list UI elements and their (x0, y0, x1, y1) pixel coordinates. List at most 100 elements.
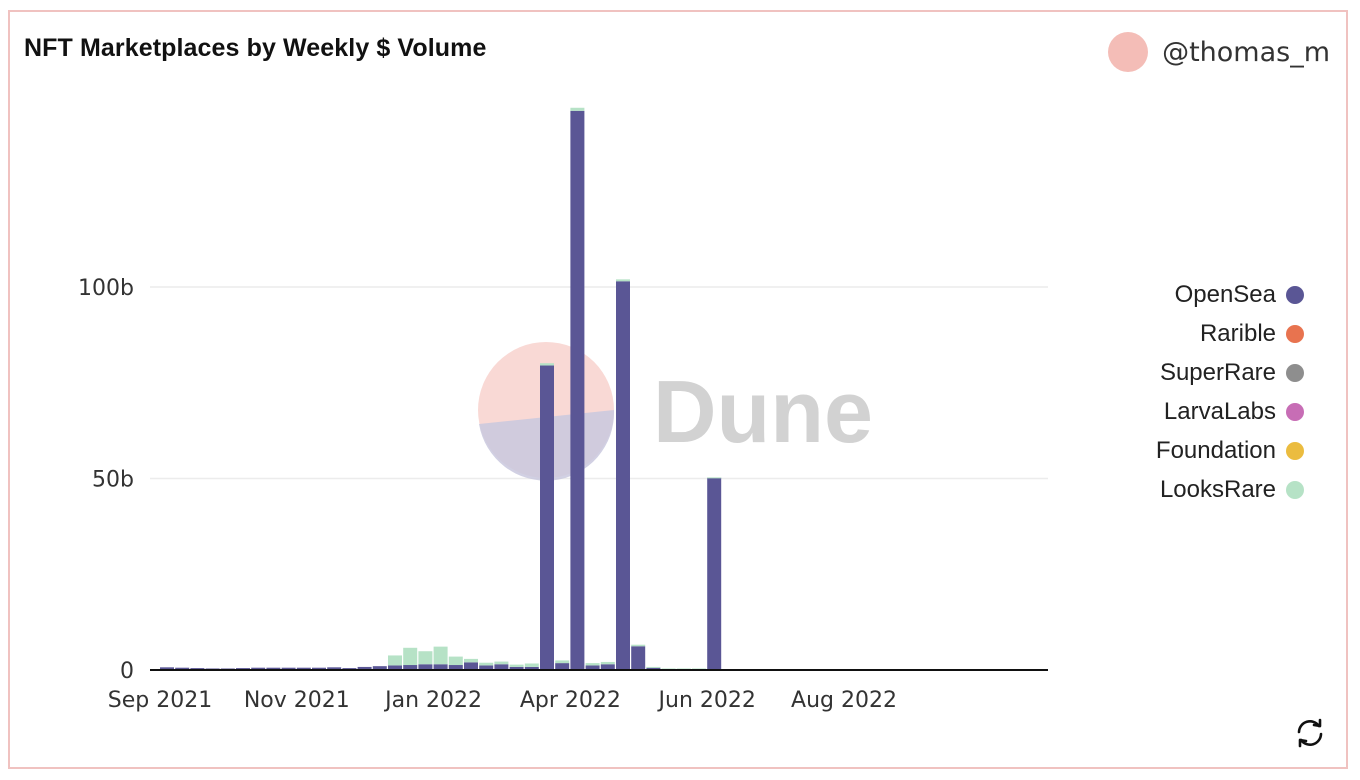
bar-segment-opensea-6 (251, 667, 266, 670)
bar-segment-opensea-9 (296, 667, 311, 670)
bar-segment-looksrare-30 (616, 279, 630, 282)
bar-week-29 (600, 661, 615, 670)
bar-week-15 (388, 655, 402, 670)
bar-week-1 (175, 667, 190, 670)
bar-week-18 (433, 646, 448, 670)
bar-segment-looksrare-24 (524, 663, 539, 667)
bar-segment-looksrare-16 (403, 647, 418, 666)
bar-segment-opensea-24 (524, 666, 539, 670)
legend-item-foundation[interactable]: Foundation (1156, 436, 1304, 465)
bar-week-13 (357, 666, 372, 670)
bars (160, 107, 965, 671)
bar-week-22 (494, 661, 509, 670)
bar-segment-looksrare-20 (464, 658, 478, 663)
bar-week-30 (616, 279, 630, 670)
bar-segment-opensea-28 (585, 665, 600, 670)
legend-label: SuperRare (1159, 358, 1276, 386)
legend-swatch (1286, 480, 1304, 499)
bar-week-21 (479, 662, 494, 670)
legend-item-superrare[interactable]: SuperRare (1160, 358, 1304, 387)
legend-label: LooksRare (1159, 475, 1276, 503)
bar-segment-opensea-22 (494, 664, 509, 670)
bar-segment-looksrare-19 (448, 656, 463, 666)
y-tick-label: 50b (92, 468, 134, 493)
legend-item-looksrare[interactable]: LooksRare (1160, 475, 1304, 504)
legend-swatch (1286, 441, 1304, 460)
bar-week-10 (312, 667, 326, 670)
bar-segment-looksrare-32 (646, 666, 661, 668)
refresh-icon[interactable] (1292, 715, 1328, 751)
x-tick-label: Nov 2021 (244, 688, 350, 713)
bar-segment-looksrare-34 (676, 668, 691, 670)
bar-week-36 (707, 477, 722, 670)
bar-segment-looksrare-15 (388, 655, 402, 666)
bar-week-24 (524, 663, 539, 670)
y-axis-labels: 0 50b 100b (78, 276, 134, 684)
legend-swatch (1286, 363, 1304, 382)
bar-chart: Dune 0 50b 100b Sep 2021 Nov 2021 Jan 2022 Ap… (78, 107, 1048, 713)
bar-segment-opensea-29 (600, 664, 615, 670)
legend-label: OpenSea (1174, 280, 1276, 308)
bar-week-28 (585, 663, 600, 670)
bar-week-19 (448, 656, 463, 670)
dune-watermark: Dune (478, 342, 873, 481)
bar-week-25 (540, 363, 554, 670)
bar-segment-opensea-7 (266, 667, 281, 670)
bar-week-26 (555, 660, 570, 670)
author-name[interactable]: @thomas_m (1162, 36, 1330, 68)
legend-label: Rarible (1199, 319, 1276, 347)
bar-segment-opensea-31 (631, 646, 646, 670)
legend: OpenSea Rarible SuperRare LarvaLabs Foundati… (1156, 280, 1304, 504)
bar-segment-looksrare-33 (661, 668, 676, 670)
y-tick-label: 0 (120, 659, 134, 684)
bar-week-14 (372, 666, 387, 670)
grid-lines (150, 286, 1048, 480)
x-tick-label: Aug 2022 (791, 688, 897, 713)
bar-segment-opensea-0 (160, 667, 174, 670)
bar-segment-looksrare-23 (509, 664, 524, 667)
bar-segment-opensea-21 (479, 665, 494, 670)
legend-swatch (1286, 402, 1304, 421)
bar-segment-opensea-23 (509, 666, 524, 670)
bar-segment-opensea-36 (707, 477, 722, 670)
legend-swatch (1286, 324, 1304, 343)
bar-segment-opensea-8 (281, 667, 296, 670)
bar-week-7 (266, 667, 281, 670)
bar-week-0 (160, 667, 174, 670)
author-tag[interactable]: @thomas_m (1108, 32, 1330, 72)
x-tick-label: Sep 2021 (108, 688, 212, 713)
bar-segment-looksrare-21 (479, 662, 494, 666)
bar-segment-looksrare-22 (494, 661, 509, 665)
bar-week-23 (509, 664, 524, 670)
bar-week-11 (327, 667, 342, 670)
bar-segment-looksrare-26 (555, 660, 570, 664)
bar-segment-looksrare-25 (540, 363, 554, 366)
bar-segment-opensea-1 (175, 667, 190, 670)
bar-week-32 (646, 666, 661, 670)
bar-segment-opensea-16 (403, 665, 418, 670)
legend-item-opensea[interactable]: OpenSea (1175, 280, 1304, 309)
bar-segment-looksrare-17 (418, 651, 433, 665)
bar-segment-looksrare-27 (570, 107, 585, 111)
chart-title: NFT Marketplaces by Weekly $ Volume (24, 34, 487, 62)
bar-segment-opensea-19 (448, 665, 463, 670)
bar-week-20 (464, 658, 478, 670)
bar-week-31 (631, 644, 646, 670)
bar-segment-opensea-32 (646, 667, 661, 670)
bar-segment-opensea-15 (388, 665, 402, 670)
chart-card: NFT Marketplaces by Weekly $ Volume @tho… (8, 10, 1348, 769)
bar-segment-looksrare-31 (631, 644, 646, 647)
bar-week-27 (570, 107, 585, 670)
x-axis-labels: Sep 2021 Nov 2021 Jan 2022 Apr 2022 Jun 2022… (108, 688, 897, 713)
legend-item-larvalabs[interactable]: LarvaLabs (1164, 397, 1304, 426)
bar-segment-opensea-11 (327, 667, 342, 670)
bar-segment-opensea-14 (372, 666, 387, 670)
bar-segment-looksrare-18 (433, 646, 448, 665)
bar-segment-looksrare-29 (600, 661, 615, 665)
bar-segment-opensea-18 (433, 664, 448, 670)
bar-week-17 (418, 651, 433, 670)
bar-week-16 (403, 647, 418, 670)
legend-item-rarible[interactable]: Rarible (1200, 319, 1304, 348)
avatar[interactable] (1108, 32, 1149, 72)
bar-segment-opensea-25 (540, 365, 554, 670)
